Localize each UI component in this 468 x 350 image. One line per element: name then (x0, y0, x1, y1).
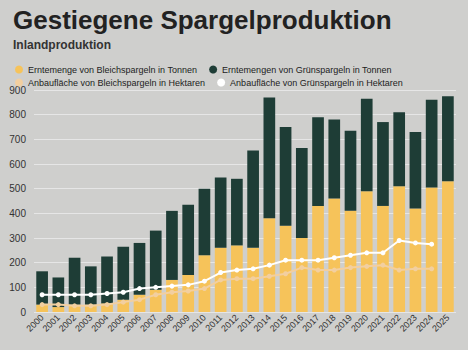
svg-text:2014: 2014 (252, 312, 273, 333)
svg-text:2000: 2000 (24, 312, 45, 333)
svg-text:Anbaufläche von Bleichspargeln: Anbaufläche von Bleichspargeln in Hektar… (28, 78, 205, 88)
svg-text:Erntemenge von Bleichspargeln: Erntemenge von Bleichspargeln in Tonnen (28, 65, 197, 75)
svg-text:400: 400 (9, 208, 26, 219)
svg-text:Erntemengen von Grünspargeln i: Erntemengen von Grünspargeln in Tonnen (222, 65, 391, 75)
svg-text:2013: 2013 (235, 312, 256, 333)
svg-text:2003: 2003 (73, 312, 94, 333)
svg-text:2019: 2019 (333, 312, 354, 333)
svg-text:Gestiegene Spargelproduktion: Gestiegene Spargelproduktion (13, 5, 392, 35)
svg-text:2005: 2005 (106, 312, 127, 333)
svg-text:300: 300 (9, 233, 26, 244)
svg-text:100: 100 (9, 282, 26, 293)
svg-text:2001: 2001 (41, 312, 62, 333)
svg-text:900: 900 (9, 84, 26, 96)
svg-text:Inlandproduktion: Inlandproduktion (13, 38, 111, 52)
svg-text:2022: 2022 (382, 312, 403, 333)
svg-text:2010: 2010 (187, 312, 208, 333)
svg-text:2016: 2016 (284, 312, 305, 333)
svg-text:200: 200 (9, 257, 26, 268)
svg-text:2008: 2008 (154, 312, 175, 333)
svg-text:2007: 2007 (138, 312, 159, 333)
svg-text:2025: 2025 (430, 312, 451, 333)
svg-text:0: 0 (20, 307, 26, 318)
svg-text:2011: 2011 (203, 312, 224, 333)
svg-text:700: 700 (9, 134, 26, 145)
svg-text:2020: 2020 (349, 312, 370, 333)
svg-text:2023: 2023 (398, 312, 419, 333)
svg-text:2006: 2006 (122, 312, 143, 333)
svg-text:500: 500 (9, 183, 26, 194)
svg-text:2018: 2018 (317, 312, 338, 333)
svg-text:Anbaufläche von Grünspargeln i: Anbaufläche von Grünspargeln in Hektaren (230, 78, 403, 88)
svg-text:2024: 2024 (414, 312, 435, 333)
svg-text:2004: 2004 (89, 312, 110, 333)
svg-text:2021: 2021 (365, 312, 386, 333)
svg-text:2015: 2015 (268, 312, 289, 333)
svg-text:2012: 2012 (219, 312, 240, 333)
svg-text:2017: 2017 (300, 312, 321, 333)
svg-text:2009: 2009 (171, 312, 192, 333)
svg-text:600: 600 (9, 159, 26, 170)
svg-text:2002: 2002 (57, 312, 78, 333)
svg-text:800: 800 (9, 109, 26, 120)
